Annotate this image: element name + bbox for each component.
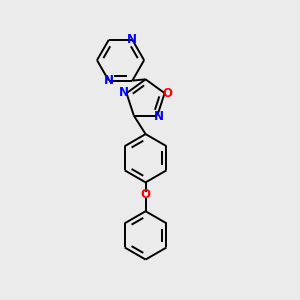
Text: O: O [141, 188, 151, 201]
Text: N: N [119, 86, 129, 99]
Text: O: O [162, 87, 172, 100]
Text: N: N [104, 74, 114, 87]
Text: N: N [154, 110, 164, 123]
Text: N: N [127, 33, 137, 46]
